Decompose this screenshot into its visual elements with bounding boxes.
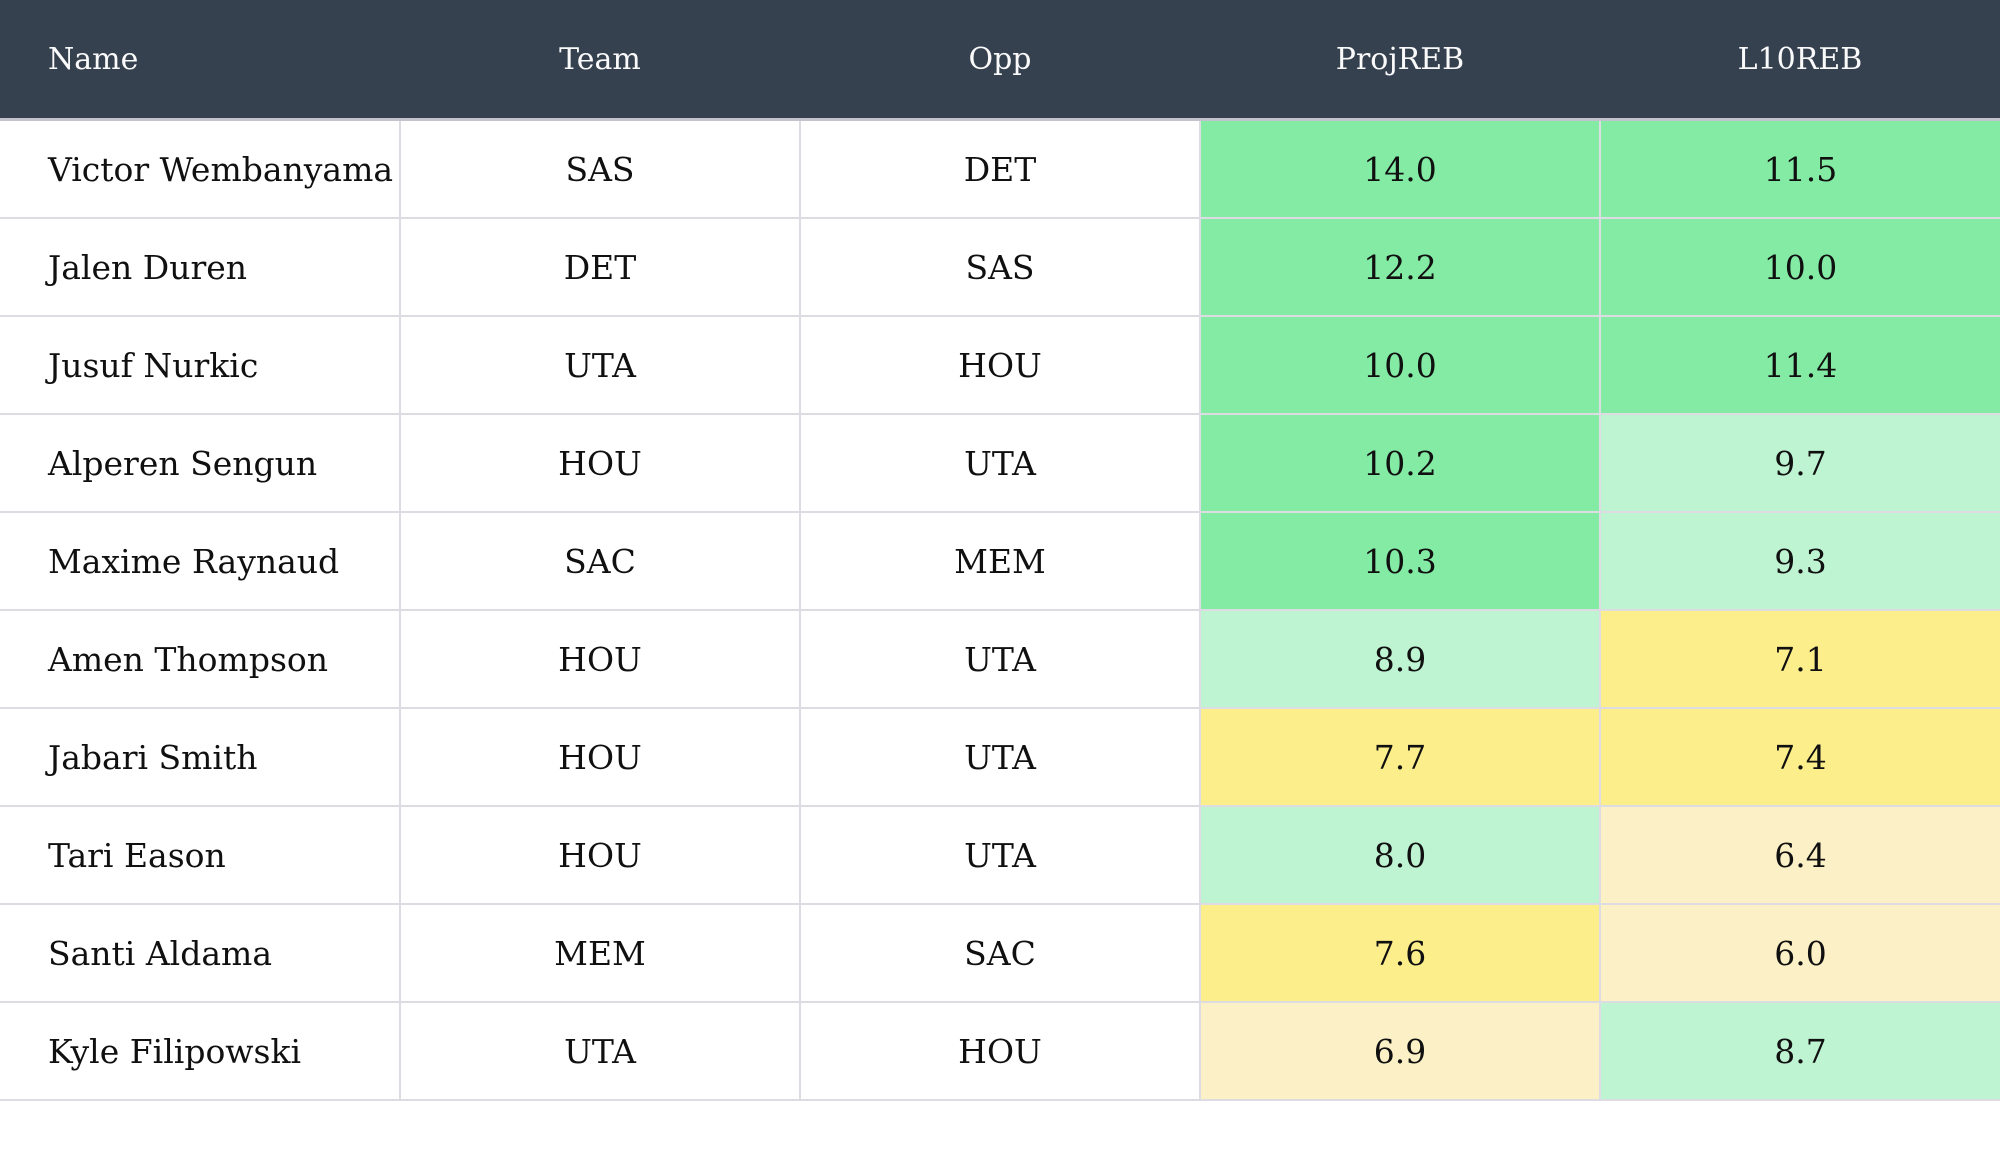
cell-team: DET	[399, 217, 801, 317]
table-row: Amen Thompson HOU UTA 8.9 7.1	[0, 609, 2000, 709]
cell-l10reb: 11.5	[1599, 118, 2000, 219]
cell-player-name: Maxime Raynaud	[0, 511, 401, 611]
cell-player-name: Amen Thompson	[0, 609, 401, 709]
cell-team: MEM	[399, 903, 801, 1003]
cell-opp: HOU	[799, 1001, 1201, 1101]
cell-team: UTA	[399, 1001, 801, 1101]
cell-player-name: Alperen Sengun	[0, 413, 401, 513]
cell-opp: UTA	[799, 805, 1201, 905]
table-body: Victor Wembanyama SAS DET 14.0 11.5 Jalen Dur…	[0, 118, 2000, 1101]
column-header-name: Name	[0, 0, 400, 121]
cell-l10reb: 9.7	[1599, 413, 2000, 513]
cell-team: SAC	[399, 511, 801, 611]
cell-player-name: Kyle Filipowski	[0, 1001, 401, 1101]
column-header-projreb: ProjREB	[1200, 0, 1600, 121]
cell-opp: SAS	[799, 217, 1201, 317]
table-header: Name Team Opp ProjREB L10REB	[0, 0, 2000, 121]
cell-projreb: 7.7	[1199, 707, 1601, 807]
cell-projreb: 8.9	[1199, 609, 1601, 709]
cell-opp: DET	[799, 118, 1201, 219]
rebounds-projection-table: Name Team Opp ProjREB L10REB Victor Wemb…	[0, 0, 2000, 1101]
cell-projreb: 6.9	[1199, 1001, 1601, 1101]
cell-l10reb: 7.4	[1599, 707, 2000, 807]
header-row: Name Team Opp ProjREB L10REB	[0, 0, 2000, 121]
cell-l10reb: 8.7	[1599, 1001, 2000, 1101]
table-row: Jusuf Nurkic UTA HOU 10.0 11.4	[0, 315, 2000, 415]
table-row: Alperen Sengun HOU UTA 10.2 9.7	[0, 413, 2000, 513]
table-row: Maxime Raynaud SAC MEM 10.3 9.3	[0, 511, 2000, 611]
column-header-l10reb: L10REB	[1600, 0, 2000, 121]
table-row: Kyle Filipowski UTA HOU 6.9 8.7	[0, 1001, 2000, 1101]
cell-opp: SAC	[799, 903, 1201, 1003]
cell-l10reb: 7.1	[1599, 609, 2000, 709]
cell-player-name: Victor Wembanyama	[0, 118, 401, 219]
cell-projreb: 10.3	[1199, 511, 1601, 611]
cell-team: UTA	[399, 315, 801, 415]
cell-projreb: 8.0	[1199, 805, 1601, 905]
cell-team: HOU	[399, 413, 801, 513]
cell-projreb: 7.6	[1199, 903, 1601, 1003]
cell-player-name: Tari Eason	[0, 805, 401, 905]
cell-projreb: 10.2	[1199, 413, 1601, 513]
cell-projreb: 10.0	[1199, 315, 1601, 415]
table-row: Victor Wembanyama SAS DET 14.0 11.5	[0, 118, 2000, 219]
cell-opp: UTA	[799, 609, 1201, 709]
table-row: Jalen Duren DET SAS 12.2 10.0	[0, 217, 2000, 317]
column-header-team: Team	[400, 0, 800, 121]
cell-l10reb: 6.0	[1599, 903, 2000, 1003]
cell-opp: MEM	[799, 511, 1201, 611]
table-row: Jabari Smith HOU UTA 7.7 7.4	[0, 707, 2000, 807]
cell-opp: HOU	[799, 315, 1201, 415]
cell-projreb: 14.0	[1199, 118, 1601, 219]
cell-player-name: Jalen Duren	[0, 217, 401, 317]
table-row: Santi Aldama MEM SAC 7.6 6.0	[0, 903, 2000, 1003]
cell-opp: UTA	[799, 413, 1201, 513]
cell-l10reb: 10.0	[1599, 217, 2000, 317]
cell-l10reb: 11.4	[1599, 315, 2000, 415]
table-row: Tari Eason HOU UTA 8.0 6.4	[0, 805, 2000, 905]
cell-player-name: Jusuf Nurkic	[0, 315, 401, 415]
cell-l10reb: 6.4	[1599, 805, 2000, 905]
cell-team: SAS	[399, 118, 801, 219]
cell-team: HOU	[399, 805, 801, 905]
column-header-opp: Opp	[800, 0, 1200, 121]
cell-player-name: Santi Aldama	[0, 903, 401, 1003]
cell-l10reb: 9.3	[1599, 511, 2000, 611]
cell-opp: UTA	[799, 707, 1201, 807]
cell-projreb: 12.2	[1199, 217, 1601, 317]
cell-team: HOU	[399, 609, 801, 709]
cell-team: HOU	[399, 707, 801, 807]
cell-player-name: Jabari Smith	[0, 707, 401, 807]
